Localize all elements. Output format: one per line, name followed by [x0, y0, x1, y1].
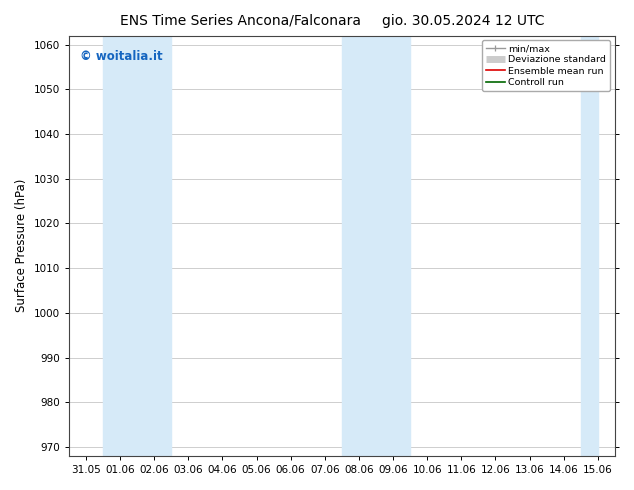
Legend: min/max, Deviazione standard, Ensemble mean run, Controll run: min/max, Deviazione standard, Ensemble m… — [482, 40, 610, 91]
Text: ENS Time Series Ancona/Falconara: ENS Time Series Ancona/Falconara — [120, 14, 361, 28]
Bar — [342, 36, 410, 456]
Text: © woitalia.it: © woitalia.it — [80, 50, 162, 63]
Bar — [581, 36, 598, 456]
Bar — [103, 36, 171, 456]
Y-axis label: Surface Pressure (hPa): Surface Pressure (hPa) — [15, 179, 28, 313]
Text: gio. 30.05.2024 12 UTC: gio. 30.05.2024 12 UTC — [382, 14, 544, 28]
